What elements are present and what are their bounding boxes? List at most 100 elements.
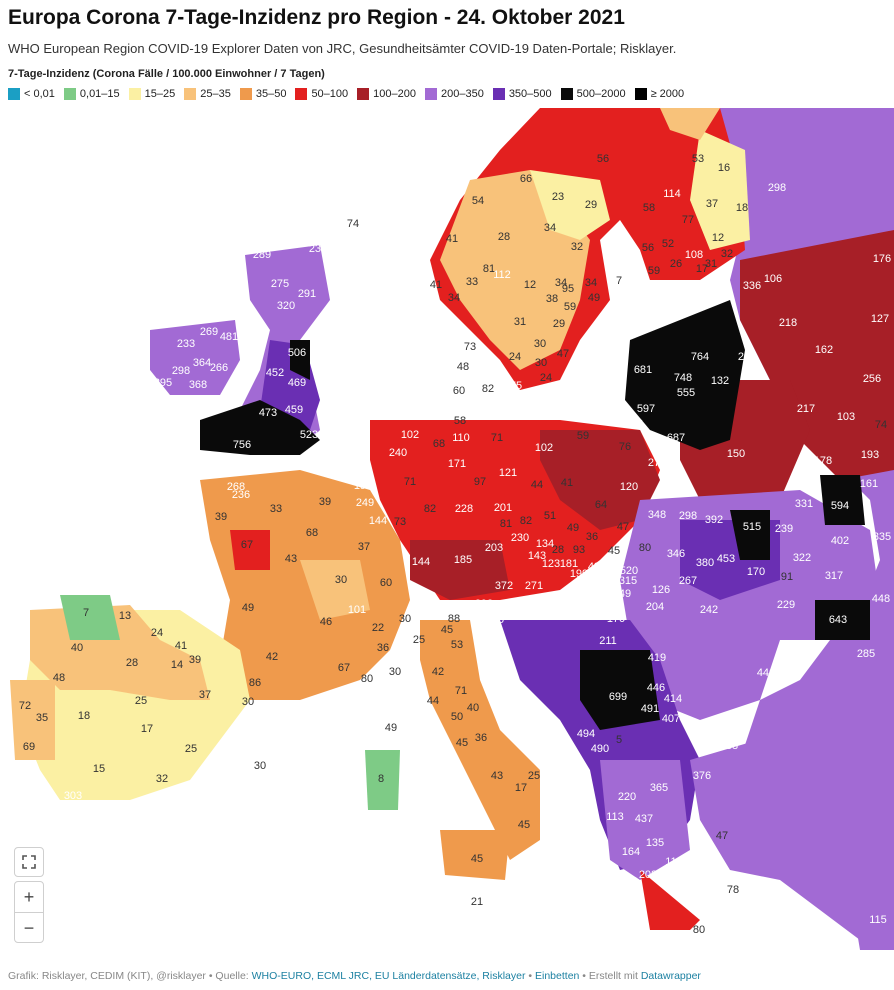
legend-item: ≥ 2000: [634, 88, 685, 100]
region-value-label: 48: [53, 672, 65, 684]
legend-item: 25–35: [184, 88, 231, 100]
legend-item: 35–50: [239, 88, 286, 100]
region-value-label: 17: [696, 263, 708, 275]
region-value-label: 208: [639, 869, 657, 881]
region-value-label: 242: [700, 604, 718, 616]
region-portugal: [10, 680, 55, 760]
region-value-label: 170: [607, 613, 625, 625]
region-value-label: 18: [78, 710, 90, 722]
region-value-label: 748: [674, 372, 692, 384]
region-value-label: 22: [372, 622, 384, 634]
region-crimea: [815, 600, 870, 640]
region-value-label: 17: [515, 782, 527, 794]
region-value-label: 110: [452, 432, 470, 444]
region-value-label: 298: [679, 510, 697, 522]
region-value-label: 108: [416, 607, 434, 619]
region-value-label: 31: [705, 258, 717, 270]
region-value-label: 220: [618, 791, 636, 803]
region-value-label: 202: [625, 418, 643, 430]
region-value-label: 446: [647, 682, 665, 694]
region-value-label: 37: [358, 541, 370, 553]
region-value-label: 56: [642, 242, 654, 254]
region-value-label: 72: [19, 700, 31, 712]
region-value-label: 80: [693, 924, 705, 936]
region-value-label: 249: [342, 462, 360, 474]
footer-created-with: • Erstellt mit: [579, 970, 641, 982]
region-value-label: 7: [616, 275, 622, 287]
region-value-label: 515: [743, 521, 761, 533]
region-value-label: 53: [451, 639, 463, 651]
zoom-in-button[interactable]: +: [23, 886, 35, 907]
region-value-label: 336: [743, 280, 761, 292]
region-value-label: 218: [779, 317, 797, 329]
region-value-label: 448: [872, 593, 890, 605]
legend-item: < 0,01: [8, 88, 55, 100]
region-value-label: 53: [692, 153, 704, 165]
region-value-label: 81: [483, 263, 495, 275]
chart-subtitle: WHO European Region COVID-19 Explorer Da…: [8, 41, 677, 56]
region-value-label: 376: [693, 770, 711, 782]
region-value-label: 80: [361, 673, 373, 685]
region-value-label: 45: [441, 624, 453, 636]
region-value-label: 97: [474, 476, 486, 488]
region-value-label: 112: [493, 269, 511, 281]
region-value-label: 250: [486, 614, 504, 626]
region-value-label: 31: [514, 316, 526, 328]
region-value-label: 178: [814, 455, 832, 467]
region-value-label: 144: [369, 515, 387, 527]
region-value-label: 681: [634, 364, 652, 376]
region-value-label: 144: [412, 556, 430, 568]
region-turkey: [690, 700, 894, 940]
region-value-label: 68: [306, 527, 318, 539]
region-value-label: 298: [768, 182, 786, 194]
region-value-label: 135: [646, 837, 664, 849]
footer-embed-link[interactable]: Einbetten: [535, 970, 580, 982]
region-value-label: 93: [573, 544, 585, 556]
region-bavaria: [410, 540, 510, 600]
region-value-label: 201: [494, 502, 512, 514]
region-value-label: 317: [825, 570, 843, 582]
legend-item: 15–25: [128, 88, 176, 100]
zoom-out-button[interactable]: −: [15, 912, 43, 943]
region-value-label: 47: [617, 521, 629, 533]
region-value-label: 18: [736, 202, 748, 214]
region-value-label: 271: [525, 580, 543, 592]
region-value-label: 414: [664, 693, 682, 705]
region-value-label: 269: [200, 326, 218, 338]
region-value-label: 125: [587, 592, 605, 604]
legend-swatch: [295, 88, 308, 100]
region-value-label: 490: [591, 743, 609, 755]
legend-swatch: [424, 88, 437, 100]
legend-swatch: [63, 88, 76, 100]
region-serbia: [580, 650, 660, 730]
europe-map[interactable]: 405 74 289 236 275 291 320 269 481 233 364 298 266 29…: [0, 108, 894, 950]
footer-source-link[interactable]: WHO-EURO, ECML JRC, EU Länderdatensätze,…: [251, 970, 526, 982]
region-value-label: 52: [662, 238, 674, 250]
region-value-label: 34: [544, 222, 556, 234]
region-value-label: 393: [475, 598, 493, 610]
region-value-label: 335: [873, 531, 891, 543]
region-sweden-north: [530, 170, 610, 240]
region-value-label: 35: [36, 712, 48, 724]
region-value-label: 506: [288, 347, 306, 359]
footer-datawrapper-link[interactable]: Datawrapper: [640, 970, 701, 982]
region-value-label: 43: [285, 553, 297, 565]
legend-label: ≥ 2000: [650, 88, 685, 100]
region-value-label: 30: [254, 760, 266, 772]
region-value-label: 47: [557, 348, 569, 360]
region-value-label: 402: [831, 535, 849, 547]
zoom-controls: + −: [14, 881, 44, 943]
region-value-label: 44: [531, 479, 543, 491]
legend-label: 15–25: [144, 88, 176, 100]
region-value-label: 21: [471, 896, 483, 908]
region-value-label: 239: [775, 523, 793, 535]
region-value-label: 30: [389, 666, 401, 678]
region-value-label: 103: [837, 411, 855, 423]
region-ireland: [150, 320, 240, 395]
region-crete-area: [640, 870, 700, 930]
legend-item: 50–100: [295, 88, 348, 100]
region-value-label: 41: [175, 640, 187, 652]
fullscreen-button[interactable]: [14, 847, 44, 877]
region-finland-east: [690, 130, 750, 250]
